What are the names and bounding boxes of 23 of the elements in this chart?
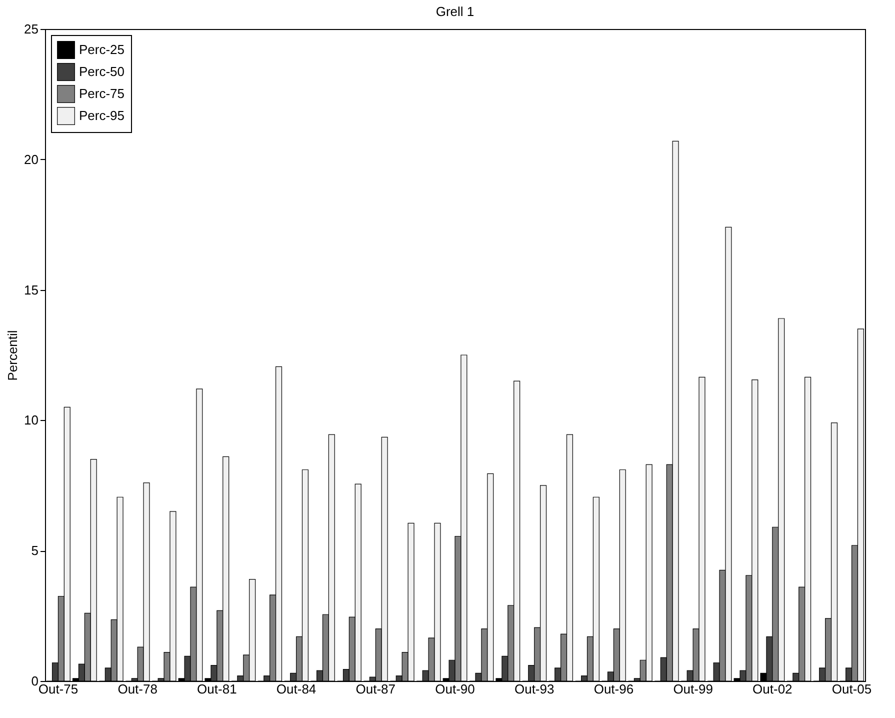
y-tick-label: 5 [31,543,38,558]
legend-label: Perc-95 [79,108,125,123]
x-tick-label: Out-84 [276,682,316,696]
y-tick-label: 25 [24,22,38,36]
x-tick-label: Out-02 [752,682,792,696]
y-tick-label: 15 [24,282,38,298]
x-tick-label: Out-96 [594,682,634,696]
x-tick-label: Out-75 [38,682,78,696]
x-tick-label: Out-93 [514,682,554,696]
x-tick-label: Out-90 [435,682,475,696]
legend-label: Perc-50 [79,64,125,79]
y-tick-label: 10 [24,412,38,428]
legend-label: Perc-25 [79,42,125,57]
y-tick-label: 20 [24,152,38,167]
x-tick-label: Out-87 [356,682,396,696]
x-tick-label: Out-05 [832,682,872,696]
x-tick-label: Out-78 [118,682,158,696]
legend-label: Perc-75 [79,86,125,101]
chart-title: Grell 1 [436,4,474,19]
y-axis-title: Percentil [5,330,20,381]
y-tick-label: 0 [31,674,38,688]
x-tick-label: Out-99 [673,682,713,696]
x-tick-label: Out-81 [197,682,237,696]
